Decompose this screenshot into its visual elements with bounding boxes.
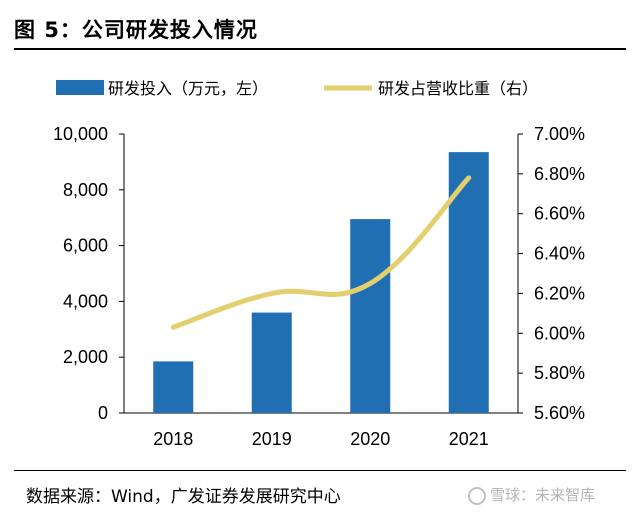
y-right-tick-label: 6.40% [534,244,585,264]
y-left-tick-label: 6,000 [63,236,108,256]
x-tick-label: 2019 [252,429,292,449]
y-left-tick-label: 2,000 [63,347,108,367]
line-series [170,175,472,330]
ratio-line [170,175,472,330]
y-right-tick-label: 6.80% [534,164,585,184]
y-left-tick-label: 8,000 [63,180,108,200]
bar-2020 [350,219,391,413]
x-tick-label: 2021 [449,429,489,449]
y-right-tick-label: 6.20% [534,283,585,303]
legend-bar-swatch [56,80,104,95]
y-left-tick-label: 4,000 [63,291,108,311]
source-note: 数据来源：Wind，广发证券发展研究中心 [26,487,341,507]
y-left-tick-label: 0 [98,403,108,423]
x-tick-label: 2020 [350,429,390,449]
legend-line-label: 研发占营收比重（右） [378,79,538,98]
x-tick-label: 2018 [153,429,193,449]
watermark-text: 雪球：未来智库 [490,486,596,504]
watermark: 雪球：未来智库 [468,484,595,505]
legend-bar-label: 研发投入（万元，左） [108,79,268,98]
legend: 研发投入（万元，左） 研发占营收比重（右） [56,79,538,98]
page-title: 图 5：公司研发投入情况 [14,18,258,42]
y-right-tick-label: 7.00% [534,124,585,144]
bar-series [153,152,489,413]
y-right-tick-label: 5.60% [534,403,585,423]
title-divider [14,48,626,50]
bar-2018 [153,361,194,413]
y-right-tick-label: 6.60% [534,204,585,224]
footer-divider [14,470,626,471]
snowball-logo-icon [468,486,486,505]
y-right-tick-label: 6.00% [534,323,585,343]
axes: 0 2,000 4,000 6,000 8,000 10,000 5.60% 5.80% 6.0… [53,124,585,449]
y-left-tick-label: 10,000 [53,124,108,144]
bar-2019 [251,312,292,413]
combo-chart: 研发投入（万元，左） 研发占营收比重（右） 0 2,000 4,000 6,000 8,0… [53,79,585,449]
y-right-tick-label: 5.80% [534,363,585,383]
